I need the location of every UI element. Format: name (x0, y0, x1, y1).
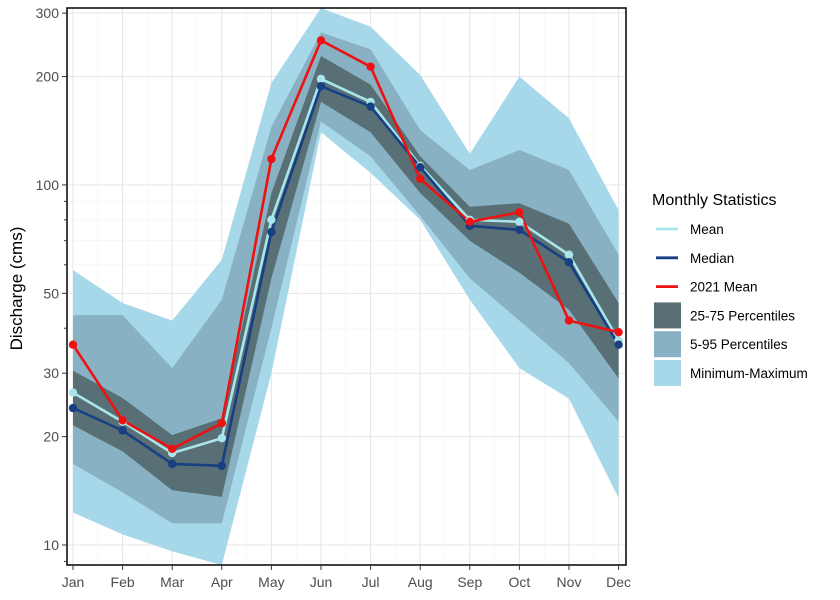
y-tick-label: 200 (36, 69, 60, 85)
data-point-mean (564, 250, 574, 259)
y-tick-label: 50 (43, 285, 59, 301)
legend-label-5-95-percentiles: 5-95 Percentiles (690, 337, 788, 352)
x-tick-label: Sep (457, 574, 482, 590)
data-point-median (68, 403, 78, 413)
legend-label-median: Median (690, 251, 734, 266)
x-tick-label: May (258, 574, 284, 590)
y-tick-label: 10 (43, 537, 59, 553)
y-tick-label: 30 (43, 365, 59, 381)
data-point-median (217, 461, 226, 470)
data-point-mean (217, 433, 226, 443)
band-25-75-percentiles (73, 56, 619, 497)
legend-label-minimum-maximum: Minimum-Maximum (690, 366, 808, 381)
legend: Monthly Statistics Mean Median 2021 Mean 25… (652, 192, 808, 386)
data-point-2021-mean (217, 418, 226, 428)
x-tick-label: Mar (160, 574, 184, 590)
x-tick-label: Jan (62, 574, 85, 590)
y-tick-label: 100 (36, 177, 60, 193)
series-line-2021-mean (71, 39, 619, 451)
legend-label-2021-mean: 2021 Mean (690, 280, 758, 295)
data-point-median (316, 82, 326, 91)
legend-key-minimum-maximum (654, 360, 681, 386)
legend-label-mean: Mean (690, 222, 724, 237)
band-layer (73, 8, 619, 565)
data-point-2021-mean (614, 327, 623, 337)
series-line-median (72, 84, 620, 468)
data-point-median (416, 163, 425, 172)
data-point-median (614, 340, 623, 349)
data-point-median (168, 459, 177, 469)
y-tick-label: 300 (36, 5, 60, 21)
legend-items: Mean Median 2021 Mean 25-75 Percentiles 5-95… (654, 222, 808, 386)
legend-key-5-95-percentiles (654, 331, 681, 358)
data-point-mean (267, 215, 276, 225)
x-tick-label: Apr (211, 574, 233, 590)
data-point-2021-mean (267, 154, 276, 164)
data-point-2021-mean (416, 174, 425, 183)
data-point-2021-mean (68, 340, 78, 349)
x-tick-label: Oct (509, 574, 531, 590)
data-point-2021-mean (564, 316, 574, 325)
x-tick-label: Nov (557, 574, 582, 590)
plot-panel-border (66, 7, 627, 566)
data-point-median (515, 225, 524, 235)
x-tick-label: Dec (606, 574, 631, 590)
data-point-2021-mean (515, 207, 524, 217)
legend-title: Monthly Statistics (652, 192, 776, 209)
axis-layer: 10 20 30 50 100 200 300 Jan Feb Mar Apr May Jun Jul Au… (36, 5, 631, 590)
data-point-mean (316, 74, 326, 84)
point-layer (68, 36, 623, 470)
x-tick-label: Aug (408, 574, 433, 590)
data-point-mean (515, 217, 524, 226)
data-point-median (366, 102, 375, 111)
data-point-2021-mean (316, 36, 326, 45)
legend-key-25-75-percentiles (654, 302, 681, 329)
y-axis-title: Discharge (cms) (7, 227, 26, 351)
y-tick-label: 20 (43, 429, 59, 445)
data-point-2021-mean (118, 416, 127, 425)
data-point-median (564, 258, 574, 267)
x-tick-label: Jun (310, 574, 333, 590)
data-point-mean (68, 388, 78, 397)
data-point-median (118, 426, 127, 435)
band-5-95-percentiles (73, 32, 619, 524)
x-tick-label: Jul (362, 574, 380, 590)
line-layer (71, 39, 620, 468)
data-point-median (267, 227, 276, 237)
x-tick-label: Feb (111, 574, 135, 590)
data-point-2021-mean (366, 62, 375, 71)
data-point-2021-mean (168, 444, 177, 454)
data-point-2021-mean (465, 217, 474, 226)
legend-label-25-75-percentiles: 25-75 Percentiles (690, 308, 795, 323)
